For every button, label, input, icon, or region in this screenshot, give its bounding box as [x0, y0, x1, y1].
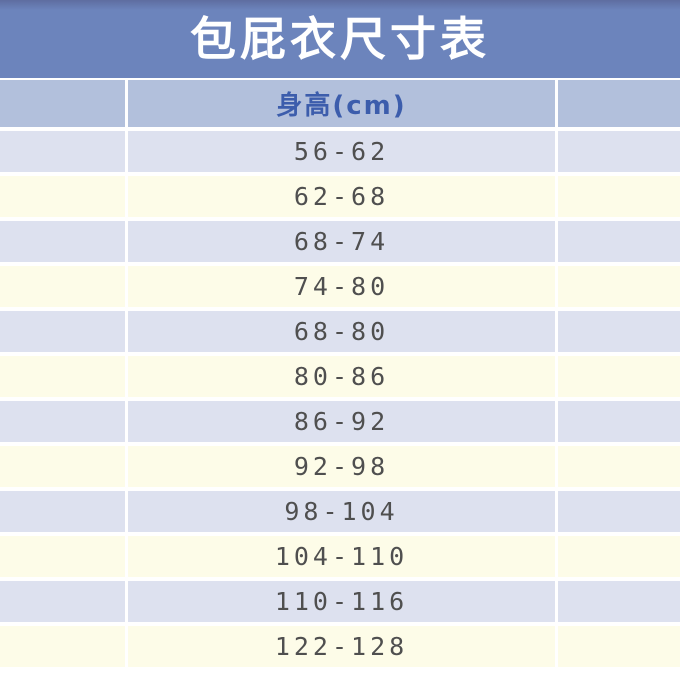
row-cell-left: [0, 311, 125, 352]
page-title: 包屁衣尺寸表: [190, 12, 490, 66]
row-cell-right: [558, 356, 680, 397]
table-row: 86-92: [0, 401, 680, 442]
table-row: 68-74: [0, 221, 680, 262]
row-cell-left: [0, 446, 125, 487]
row-cell-left: [0, 221, 125, 262]
height-value: 104-110: [128, 536, 555, 577]
row-cell-left: [0, 176, 125, 217]
height-value: 86-92: [128, 401, 555, 442]
table-row: 74-80: [0, 266, 680, 307]
table-row: 80-86: [0, 356, 680, 397]
height-value: 74-80: [128, 266, 555, 307]
row-cell-right: [558, 536, 680, 577]
table-row: 122-128: [0, 626, 680, 667]
height-value: 98-104: [128, 491, 555, 532]
row-cell-left: [0, 491, 125, 532]
header-cell-height: 身高(cm): [128, 80, 555, 127]
row-cell-right: [558, 401, 680, 442]
height-value: 62-68: [128, 176, 555, 217]
table-row: 68-80: [0, 311, 680, 352]
table-row: 104-110: [0, 536, 680, 577]
table-row: 92-98: [0, 446, 680, 487]
title-banner: 包屁衣尺寸表: [0, 0, 680, 78]
row-cell-right: [558, 176, 680, 217]
height-value: 80-86: [128, 356, 555, 397]
row-cell-right: [558, 266, 680, 307]
row-cell-left: [0, 401, 125, 442]
row-cell-right: [558, 446, 680, 487]
table-row: 98-104: [0, 491, 680, 532]
row-cell-left: [0, 626, 125, 667]
row-cell-left: [0, 536, 125, 577]
row-cell-left: [0, 356, 125, 397]
row-cell-right: [558, 131, 680, 172]
row-cell-right: [558, 221, 680, 262]
height-value: 68-80: [128, 311, 555, 352]
row-cell-right: [558, 491, 680, 532]
table-row: 56-62: [0, 131, 680, 172]
header-cell-right: [558, 80, 680, 127]
row-cell-right: [558, 311, 680, 352]
header-cell-left: [0, 80, 125, 127]
table-row: 110-116: [0, 581, 680, 622]
height-value: 110-116: [128, 581, 555, 622]
size-table: 身高(cm) 56-62 62-68 68-74 74-80 68-80: [0, 80, 680, 667]
height-value: 68-74: [128, 221, 555, 262]
row-cell-right: [558, 581, 680, 622]
table-header-row: 身高(cm): [0, 80, 680, 127]
row-cell-right: [558, 626, 680, 667]
row-cell-left: [0, 266, 125, 307]
height-value: 92-98: [128, 446, 555, 487]
height-value: 56-62: [128, 131, 555, 172]
table-row: 62-68: [0, 176, 680, 217]
height-value: 122-128: [128, 626, 555, 667]
row-cell-left: [0, 131, 125, 172]
row-cell-left: [0, 581, 125, 622]
